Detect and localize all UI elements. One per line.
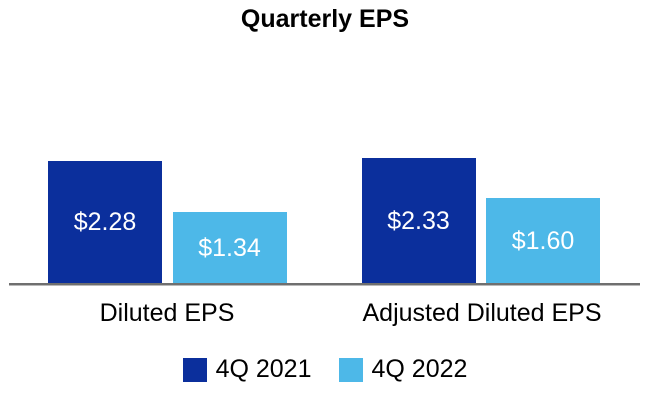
bar-value-label: $1.60 bbox=[511, 226, 575, 255]
legend-item-4q-2021: 4Q 2021 bbox=[182, 355, 312, 383]
category-label-diluted-eps: Diluted EPS bbox=[99, 299, 235, 327]
bar-4q-2021-diluted-eps: $2.28 bbox=[48, 161, 162, 284]
x-axis-line bbox=[9, 283, 640, 286]
category-label-adjusted-diluted-eps: Adjusted Diluted EPS bbox=[362, 299, 602, 327]
bar-4q-2021-adjusted-diluted-eps: $2.33 bbox=[361, 158, 476, 284]
legend: 4Q 2021 4Q 2022 bbox=[0, 357, 650, 382]
legend-label: 4Q 2021 bbox=[215, 355, 312, 383]
legend-swatch-icon bbox=[338, 357, 363, 382]
chart-title: Quarterly EPS bbox=[240, 5, 410, 33]
bar-value-label: $1.34 bbox=[198, 233, 261, 262]
plot-area: $2.28 $2.33 $1.34 $1.60 bbox=[9, 158, 640, 286]
legend-swatch-icon bbox=[182, 357, 207, 382]
legend-label: 4Q 2022 bbox=[371, 355, 468, 383]
legend-item-4q-2022: 4Q 2022 bbox=[338, 355, 468, 383]
bar-value-label: $2.33 bbox=[387, 206, 450, 235]
bar-value-label: $2.28 bbox=[73, 208, 137, 236]
bar-4q-2022-adjusted-diluted-eps: $1.60 bbox=[486, 198, 600, 284]
bar-4q-2022-diluted-eps: $1.34 bbox=[172, 212, 287, 284]
